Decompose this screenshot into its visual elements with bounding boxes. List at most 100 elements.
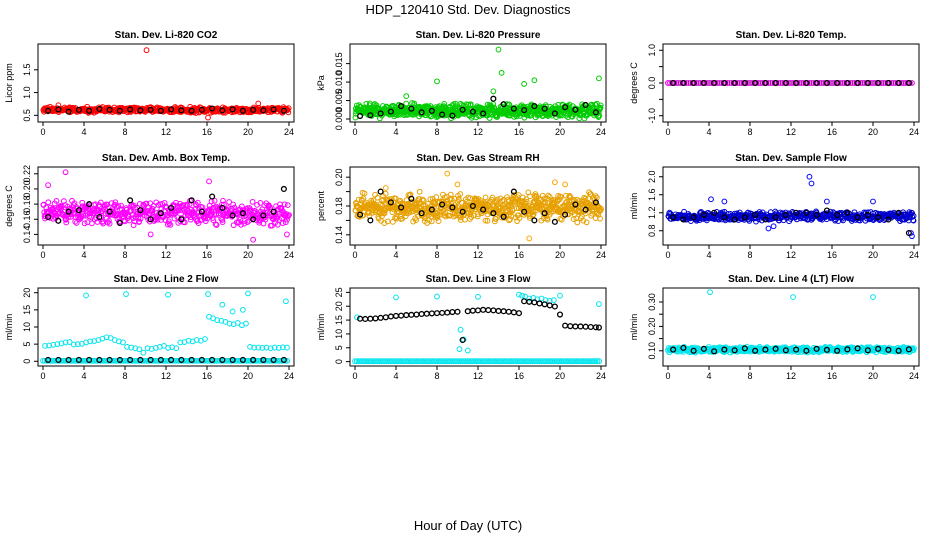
data-point	[597, 102, 604, 109]
x-tick-label: 0	[40, 371, 45, 381]
data-point	[284, 344, 290, 351]
data-point	[205, 114, 211, 121]
data-point	[498, 69, 505, 76]
hourly-point	[521, 107, 528, 114]
y-tick-label: 0.10	[647, 342, 657, 360]
hourly-point	[711, 209, 718, 216]
hourly-point	[834, 79, 841, 87]
data-point	[544, 216, 551, 223]
data-point	[589, 207, 595, 213]
data-point	[447, 212, 453, 219]
data-point	[219, 219, 226, 225]
hourly-point	[592, 324, 599, 331]
data-point	[806, 80, 813, 86]
data-point	[677, 80, 684, 86]
data-point	[392, 195, 399, 202]
data-point	[908, 230, 914, 236]
hourly-point	[562, 211, 569, 218]
data-point	[516, 215, 523, 221]
data-point	[457, 191, 464, 197]
data-point	[708, 196, 714, 203]
data-point	[79, 199, 86, 206]
data-point	[827, 80, 833, 86]
hourly-point	[250, 356, 257, 363]
y-tick-label: 1.5	[22, 64, 32, 77]
data-point	[790, 294, 796, 301]
data-point	[870, 294, 876, 301]
hourly-point	[250, 216, 257, 223]
data-point	[474, 213, 481, 220]
y-tick-label: 1.6	[647, 188, 657, 201]
hourly-point	[96, 105, 103, 113]
x-tick-label: 24	[596, 371, 606, 381]
data-point	[765, 225, 772, 232]
hourly-point	[260, 356, 267, 363]
hourly-point	[721, 79, 728, 87]
data-point	[154, 216, 161, 223]
data-point	[841, 80, 848, 86]
hourly-point	[864, 79, 871, 87]
panel-9: Stan. Dev. Line 4 (LT) Flow ml/min 0 4 8 12 16…	[629, 274, 920, 381]
y-tick-label: 0.20	[647, 318, 657, 336]
data-point	[205, 291, 211, 297]
hourly-point	[398, 312, 405, 319]
hourly-point	[592, 199, 599, 206]
data-point	[403, 100, 410, 107]
data-point	[435, 218, 442, 224]
data-point	[147, 231, 154, 238]
data-points	[665, 289, 917, 356]
panel-title: Stan. Dev. Li-820 CO2	[115, 30, 218, 41]
hourly-point	[875, 214, 882, 221]
data-point	[234, 319, 241, 326]
hourly-point	[531, 217, 538, 224]
hourly-point	[280, 107, 287, 114]
data-point	[173, 199, 179, 206]
x-tick-label: 4	[393, 127, 398, 137]
x-tick-label: 8	[434, 371, 439, 381]
data-point	[550, 297, 557, 304]
data-point	[230, 222, 237, 229]
hourly-point	[250, 106, 257, 113]
data-point	[229, 308, 236, 315]
data-point	[279, 344, 286, 351]
hourly-point	[387, 313, 394, 320]
hourly-point	[65, 208, 72, 215]
x-tick-label: 24	[596, 127, 606, 137]
data-point	[484, 217, 491, 224]
hourly-point	[864, 211, 871, 219]
hourly-point	[772, 345, 779, 352]
hourly-point	[449, 204, 456, 211]
hourly-point	[526, 298, 533, 305]
data-point	[765, 80, 772, 86]
y-tick-label: 0.8	[647, 224, 657, 237]
hourly-point	[403, 312, 410, 319]
hourly-point	[762, 79, 769, 87]
hourly-point	[521, 298, 528, 305]
x-tick-label: 16	[514, 371, 524, 381]
hourly-point	[357, 211, 364, 218]
data-point	[65, 214, 72, 221]
y-axis-label: Licor ppm	[4, 63, 14, 103]
data-point	[193, 337, 200, 343]
hourly-point	[844, 346, 851, 353]
data-point	[434, 293, 440, 300]
data-point	[673, 80, 680, 86]
hourly-point	[510, 105, 517, 112]
x-tick-label: 12	[161, 250, 171, 260]
data-point	[263, 344, 270, 351]
hourly-point	[45, 107, 52, 114]
data-point	[428, 203, 434, 210]
data-point	[181, 219, 188, 226]
data-point	[132, 204, 138, 211]
x-tick-label: 20	[243, 371, 253, 381]
panel-title: Stan. Dev. Gas Stream RH	[416, 153, 539, 164]
hourly-point	[86, 356, 93, 363]
data-point	[218, 317, 225, 324]
hourly-point	[813, 79, 820, 87]
hourly-point	[690, 347, 697, 354]
data-point	[909, 233, 915, 240]
hourly-point	[408, 195, 415, 202]
data-point	[281, 201, 288, 208]
x-tick-label: 24	[909, 127, 919, 137]
x-tick-label: 4	[706, 250, 711, 260]
